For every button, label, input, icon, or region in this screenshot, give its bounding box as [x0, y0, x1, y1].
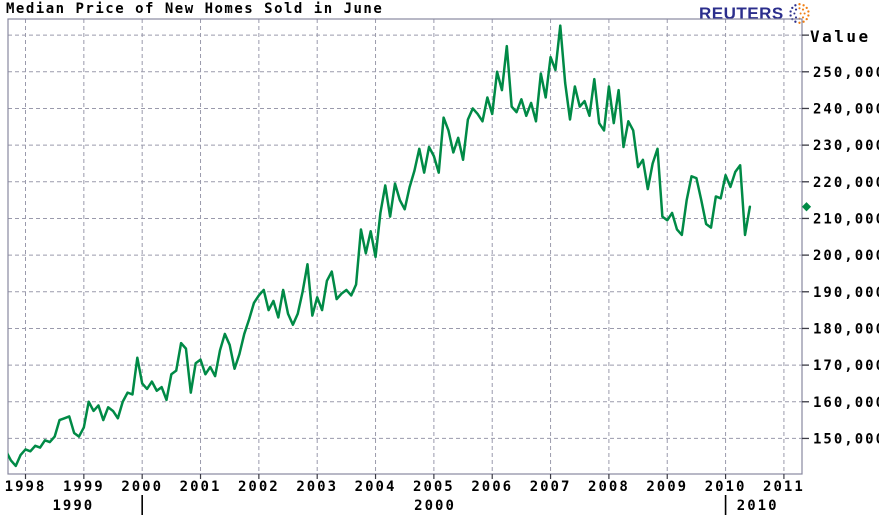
x-tick-label: 2003: [296, 479, 338, 495]
y-tick-label: 240,000: [813, 101, 879, 117]
x-tick-label: 2008: [588, 479, 630, 495]
reuters-wordmark: REUTERS: [699, 3, 784, 23]
x-tick-label: 2000: [121, 479, 163, 495]
gridlines: [8, 19, 802, 474]
y-tick-label: 190,000: [813, 285, 879, 301]
y-tick-label: 230,000: [813, 138, 879, 154]
y-tick-label: 210,000: [813, 211, 879, 227]
y-tick-label: 160,000: [813, 395, 879, 411]
chart-title: Median Price of New Homes Sold in June: [6, 1, 384, 17]
y-tick-label: 150,000: [813, 431, 879, 447]
decade-row: 1990 2000 2010: [52, 495, 779, 515]
x-tick-label: 2004: [355, 479, 397, 495]
x-tick-label: 2009: [646, 479, 688, 495]
x-tick-label: 2007: [530, 479, 572, 495]
y-tick-label: 250,000: [813, 65, 879, 81]
x-tick-label: 1998: [5, 479, 47, 495]
decade-label: 2000: [414, 498, 456, 514]
y-tick-label: 170,000: [813, 358, 879, 374]
y-tick-label: 180,000: [813, 321, 879, 337]
x-tick-label: 2002: [238, 479, 280, 495]
price-line: [8, 24, 752, 468]
x-tick-label: 2006: [471, 479, 513, 495]
y-tick-label: 220,000: [813, 175, 879, 191]
y-axis: 150,000 160,000 170,000 180,000 190,000 200,0…: [802, 34, 879, 447]
decade-label: 2010: [737, 498, 779, 514]
plot-border: [7, 18, 803, 475]
x-tick-label: 1999: [63, 479, 105, 495]
x-axis: 1998 1999 2000 2001 2002 2003 2004 2005 2006 2007…: [5, 474, 805, 495]
x-tick-label: 2010: [705, 479, 747, 495]
last-value-marker: [801, 202, 812, 212]
decade-label: 1990: [52, 498, 94, 514]
x-tick-label: 2001: [180, 479, 222, 495]
x-tick-label: 2005: [413, 479, 455, 495]
x-tick-label: 2011: [763, 479, 805, 495]
y-axis-title: Value: [810, 27, 871, 46]
y-tick-label: 200,000: [813, 248, 879, 264]
reuters-logo: REUTERS: [699, 2, 811, 25]
